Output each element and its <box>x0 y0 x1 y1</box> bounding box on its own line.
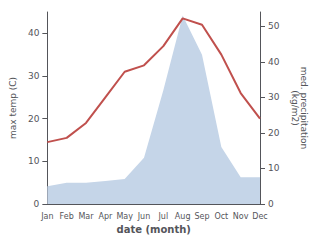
svg-text:0: 0 <box>34 199 40 209</box>
svg-text:Aug: Aug <box>175 212 191 221</box>
svg-text:May: May <box>116 212 133 221</box>
svg-text:Jul: Jul <box>158 212 169 221</box>
svg-text:20: 20 <box>28 114 40 124</box>
svg-text:Sep: Sep <box>194 212 209 221</box>
svg-text:0: 0 <box>268 199 274 209</box>
svg-text:30: 30 <box>28 71 40 81</box>
svg-text:Apr: Apr <box>98 212 113 221</box>
svg-text:Dec: Dec <box>252 212 267 221</box>
svg-text:(kg/m2): (kg/m2) <box>290 90 300 125</box>
svg-text:40: 40 <box>28 28 40 38</box>
svg-text:50: 50 <box>268 21 280 31</box>
svg-text:Jan: Jan <box>40 212 53 221</box>
svg-text:Jun: Jun <box>137 212 151 221</box>
svg-text:date (month): date (month) <box>116 224 190 235</box>
svg-text:max temp (C): max temp (C) <box>8 77 18 139</box>
svg-text:Nov: Nov <box>233 212 249 221</box>
svg-text:20: 20 <box>268 128 280 138</box>
svg-text:med. precipitation: med. precipitation <box>298 66 309 150</box>
svg-text:Feb: Feb <box>60 212 74 221</box>
svg-text:Mar: Mar <box>78 212 94 221</box>
svg-text:40: 40 <box>268 57 280 67</box>
svg-text:10: 10 <box>268 163 280 173</box>
svg-text:10: 10 <box>28 156 40 166</box>
svg-text:Oct: Oct <box>214 212 228 221</box>
svg-text:30: 30 <box>268 92 280 102</box>
